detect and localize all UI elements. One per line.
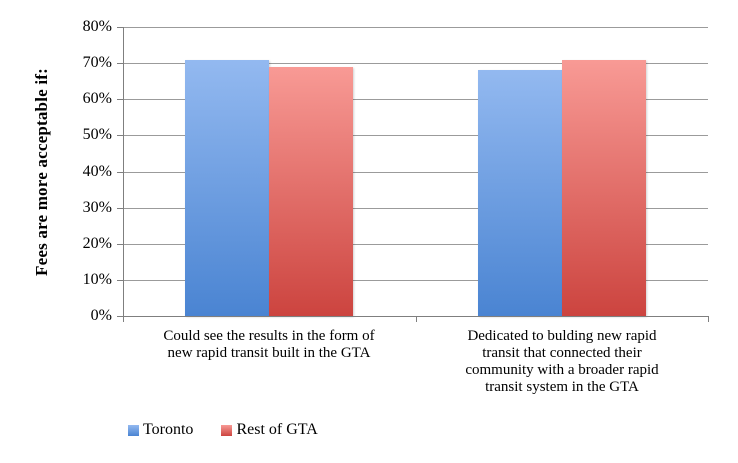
y-axis-title: Fees are more acceptable if: xyxy=(32,68,51,276)
y-tick-label: 10% xyxy=(82,271,112,288)
y-tick-label: 50% xyxy=(82,126,112,143)
y-axis-tick xyxy=(117,99,124,100)
gridline xyxy=(123,99,708,100)
gridline xyxy=(123,244,708,245)
gridline xyxy=(123,280,708,281)
y-axis-tick xyxy=(117,63,124,64)
gridline xyxy=(123,63,708,64)
legend: Toronto Rest of GTA xyxy=(128,421,318,439)
y-tick-label: 70% xyxy=(82,54,112,71)
y-tick-label: 20% xyxy=(82,235,112,252)
bar-rest-of-gta-cat2 xyxy=(562,60,646,316)
legend-label: Toronto xyxy=(143,421,194,438)
gridline xyxy=(123,27,708,28)
legend-item-toronto: Toronto xyxy=(128,421,193,439)
bar-toronto-cat2 xyxy=(478,70,562,316)
y-axis-tick xyxy=(117,172,124,173)
y-axis-tick xyxy=(117,135,124,136)
gridline xyxy=(123,208,708,209)
y-axis-tick xyxy=(117,27,124,28)
bar-toronto-cat1 xyxy=(185,60,269,316)
y-tick-label: 40% xyxy=(82,163,112,180)
y-axis-tick xyxy=(117,316,124,317)
legend-swatch-icon xyxy=(221,424,233,436)
category-label: Could see the results in the form of new… xyxy=(163,328,375,361)
y-tick-label: 0% xyxy=(90,307,112,324)
y-tick-label: 60% xyxy=(82,90,112,107)
gridline xyxy=(123,172,708,173)
y-axis-tick xyxy=(117,244,124,245)
gridline xyxy=(123,135,708,136)
y-axis-line xyxy=(123,27,124,316)
legend-item-rest-of-gta: Rest of GTA xyxy=(221,421,318,439)
x-axis-tick xyxy=(416,316,417,322)
x-axis-tick xyxy=(123,316,124,322)
y-tick-label: 30% xyxy=(82,199,112,216)
category-label: Dedicated to bulding new rapid transit t… xyxy=(465,328,659,395)
y-tick-label: 80% xyxy=(82,18,112,35)
x-axis-tick xyxy=(708,316,709,322)
legend-label: Rest of GTA xyxy=(236,421,318,438)
y-axis-tick xyxy=(117,280,124,281)
y-axis-tick xyxy=(117,208,124,209)
bar-rest-of-gta-cat1 xyxy=(269,67,353,316)
legend-swatch-icon xyxy=(128,424,139,436)
